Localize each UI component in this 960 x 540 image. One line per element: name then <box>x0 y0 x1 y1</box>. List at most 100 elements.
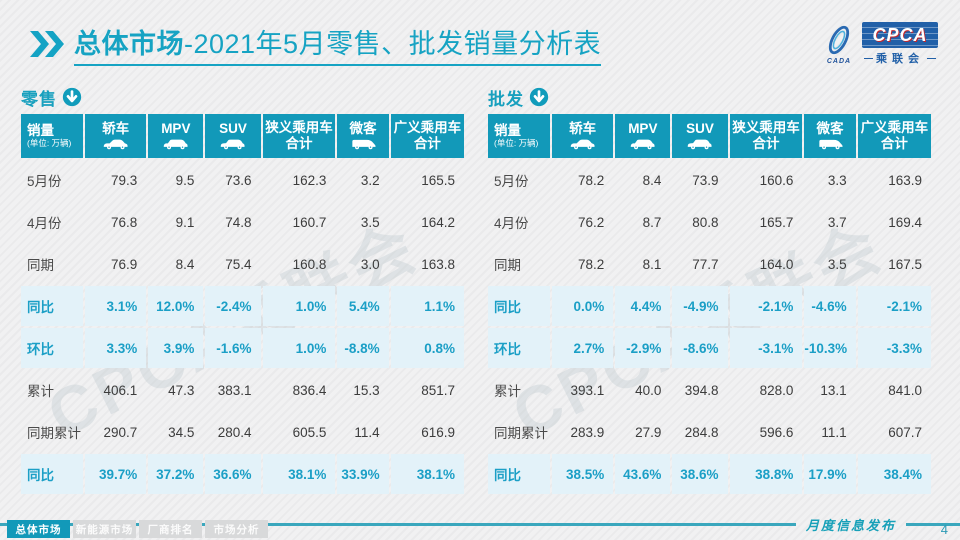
cell-value: 406.1 <box>103 382 138 398</box>
cell-value: 605.5 <box>292 424 327 440</box>
cada-swoosh-icon: CADA <box>822 24 856 65</box>
column-header: 狭义乘用车 合计 <box>262 114 336 158</box>
retail-panel-header: 零售 <box>21 85 468 109</box>
column-header: 狭义乘用车 合计 <box>729 114 803 158</box>
cell-value: 15.3 <box>353 382 380 398</box>
column-header: 微客 <box>337 114 389 158</box>
row-label: 累计 <box>27 384 54 399</box>
row-label: 累计 <box>494 384 521 399</box>
cell-value: 5.4% <box>337 286 389 326</box>
cell-value: 828.0 <box>759 382 794 398</box>
footer-rule-left <box>0 523 796 526</box>
footer-rule: 月度信息发布 <box>0 515 960 534</box>
cell-value: 393.1 <box>570 382 605 398</box>
cell-value: 163.8 <box>421 256 455 272</box>
footer-tab-新能源市场[interactable]: 新能源市场 <box>73 520 136 538</box>
cell-value: -4.9% <box>672 286 728 326</box>
footer-rule-right <box>906 523 960 526</box>
column-header: 销量 (单位: 万辆) <box>21 114 84 158</box>
cell-value: 39.7% <box>85 454 147 494</box>
cell-value: 74.8 <box>225 214 252 230</box>
mpv-icon <box>148 138 203 151</box>
cell-value: 3.2 <box>360 172 380 188</box>
cpca-org-name: 乘联会 <box>864 50 936 66</box>
cell-value: 76.9 <box>110 256 138 272</box>
cell-value: 160.8 <box>292 256 327 272</box>
cell-value: -4.6% <box>804 286 856 326</box>
cell-value: 73.6 <box>225 172 252 188</box>
retail-table: 销量 (单位: 万辆) 轿车 MPV SUV 狭义乘用车 合计 微客 广义乘用车 合计 5月份 79.… <box>21 112 468 496</box>
cell-value: 9.5 <box>175 172 195 188</box>
column-header: MPV <box>148 114 204 158</box>
column-header: MPV <box>615 114 671 158</box>
cell-value: 3.7 <box>827 214 847 230</box>
row-label: 同期 <box>27 258 54 273</box>
retail-panel: 零售 销量 (单位: 万辆) 轿车 MPV SUV 狭义乘用车 合计 微客 广义乘用车 合计 5月份… <box>21 85 468 496</box>
table-row: 同比 38.5% 43.6% 38.6% 38.8% 17.9% 38.4% <box>488 454 931 494</box>
double-chevron-icon <box>28 30 66 58</box>
cell-value: 11.1 <box>821 424 847 440</box>
org-line <box>864 57 873 59</box>
cell-value: 47.3 <box>168 382 195 398</box>
row-label: 5月份 <box>494 174 529 189</box>
cell-value: 165.5 <box>421 172 455 188</box>
cell-value: 165.7 <box>759 214 794 230</box>
cell-value: 3.5 <box>360 214 380 230</box>
cell-value: 841.0 <box>888 382 922 398</box>
footer-tab-市场分析[interactable]: 市场分析 <box>205 520 268 538</box>
footer-tab-厂商排名[interactable]: 厂商排名 <box>139 520 202 538</box>
row-label: 同期累计 <box>27 426 81 441</box>
cell-value: 76.2 <box>577 214 605 230</box>
table-row: 5月份 79.3 9.5 73.6 162.3 3.2 165.5 <box>21 160 464 200</box>
cell-value: 169.4 <box>888 214 922 230</box>
row-label: 同比 <box>21 286 84 326</box>
cell-value: 4.4% <box>615 286 671 326</box>
table-row: 4月份 76.8 9.1 74.8 160.7 3.5 164.2 <box>21 202 464 242</box>
cell-value: 3.5 <box>827 256 847 272</box>
cpca-wordmark-block: CPCA 乘联会 <box>862 22 938 66</box>
cell-value: 162.3 <box>292 172 327 188</box>
table-row: 5月份 78.2 8.4 73.9 160.6 3.3 163.9 <box>488 160 931 200</box>
cell-value: 383.1 <box>217 382 252 398</box>
data-table: 销量 (单位: 万辆) 轿车 MPV SUV 狭义乘用车 合计 微客 广义乘用车 合计 5月份 79.… <box>19 112 466 496</box>
row-label: 同期累计 <box>494 426 548 441</box>
cell-value: 11.4 <box>354 424 380 440</box>
cell-value: -1.6% <box>205 328 261 368</box>
cell-value: 160.7 <box>292 214 327 230</box>
row-label: 同期 <box>494 258 521 273</box>
cell-value: 38.6% <box>672 454 728 494</box>
cell-value: 75.4 <box>225 256 252 272</box>
cell-value: 1.0% <box>262 328 336 368</box>
cell-value: -2.1% <box>729 286 803 326</box>
cell-value: 79.3 <box>110 172 138 188</box>
cell-value: 8.4 <box>642 172 662 188</box>
cell-value: 8.4 <box>175 256 195 272</box>
cell-value: -2.4% <box>205 286 261 326</box>
cell-value: 1.0% <box>262 286 336 326</box>
suv-icon <box>205 138 260 151</box>
cell-value: 38.1% <box>262 454 336 494</box>
cell-value: 9.1 <box>175 214 195 230</box>
cell-value: -8.6% <box>672 328 728 368</box>
org-name-text: 乘联会 <box>876 53 924 65</box>
footer-tab-总体市场[interactable]: 总体市场 <box>7 520 70 538</box>
column-header: SUV <box>672 114 728 158</box>
row-label: 同比 <box>21 454 84 494</box>
cell-value: 27.9 <box>635 424 662 440</box>
cell-value: 34.5 <box>168 424 195 440</box>
cell-value: 607.7 <box>888 424 922 440</box>
cell-value: 596.6 <box>759 424 794 440</box>
cell-value: -10.3% <box>804 328 856 368</box>
cell-value: 12.0% <box>148 286 204 326</box>
wholesale-panel-header: 批发 <box>488 85 935 109</box>
table-row: 同比 0.0% 4.4% -4.9% -2.1% -4.6% -2.1% <box>488 286 931 326</box>
cell-value: 8.7 <box>642 214 662 230</box>
table-row: 同期 76.9 8.4 75.4 160.8 3.0 163.8 <box>21 244 464 284</box>
cell-value: 36.6% <box>205 454 261 494</box>
row-label: 5月份 <box>27 174 62 189</box>
mpv-icon <box>615 138 670 151</box>
cell-value: 13.1 <box>820 382 847 398</box>
table-row: 环比 3.3% 3.9% -1.6% 1.0% -8.8% 0.8% <box>21 328 464 368</box>
row-label: 环比 <box>21 328 84 368</box>
cpca-logo: CADA CPCA 乘联会 <box>822 22 938 66</box>
